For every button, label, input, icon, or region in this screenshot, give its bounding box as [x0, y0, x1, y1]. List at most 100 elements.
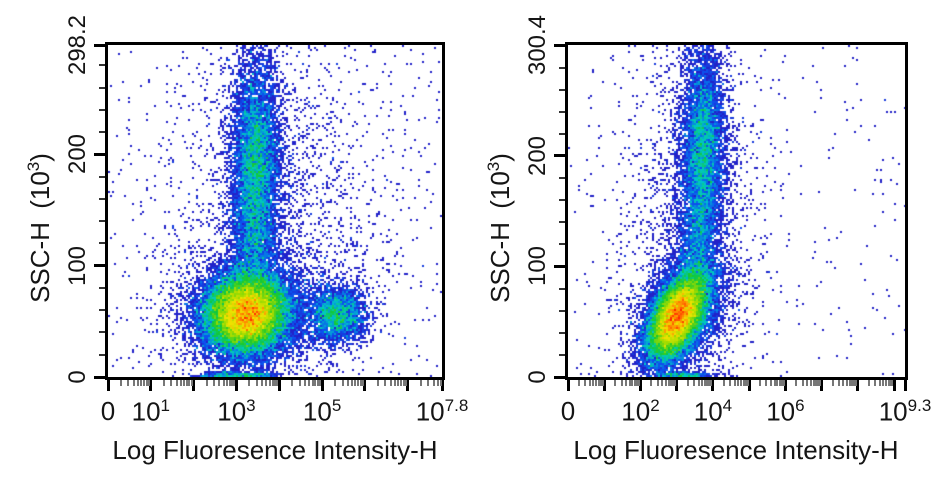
y-major-tick: [554, 43, 565, 47]
x-minor-tick: [384, 380, 387, 386]
x-minor-tick: [304, 380, 307, 386]
x-minor-tick: [271, 380, 274, 386]
x-minor-tick: [620, 380, 623, 386]
x-tick-base: 0: [560, 396, 576, 426]
x-minor-tick: [276, 380, 279, 386]
x-minor-tick: [733, 380, 736, 386]
x-minor-tick: [298, 380, 301, 386]
x-minor-tick: [628, 380, 631, 386]
x-major-tick: [149, 380, 153, 391]
y-minor-tick: [99, 331, 105, 334]
x-tick-base: 10: [693, 396, 723, 427]
x-minor-tick: [351, 380, 354, 386]
y-major-tick: [94, 264, 105, 268]
x-minor-tick: [625, 380, 628, 386]
x-major-tick: [406, 380, 410, 391]
x-minor-tick: [255, 380, 258, 386]
x-minor-tick: [402, 380, 405, 386]
x-major-tick: [106, 380, 110, 391]
x-minor-tick: [333, 380, 336, 386]
x-minor-tick: [222, 380, 225, 386]
x-minor-tick: [686, 380, 689, 386]
x-minor-tick: [845, 380, 848, 386]
y-axis-label-superscript: 3: [484, 161, 504, 172]
x-minor-tick: [795, 380, 798, 386]
x-minor-tick: [842, 380, 845, 386]
x-minor-tick: [592, 380, 595, 386]
x-minor-tick: [701, 380, 704, 386]
y-minor-tick: [99, 86, 105, 89]
x-minor-tick: [848, 380, 851, 386]
x-minor-tick: [885, 380, 888, 386]
x-minor-tick: [261, 380, 264, 386]
x-major-tick: [675, 380, 679, 391]
y-minor-tick: [559, 353, 565, 356]
x-minor-tick: [710, 380, 713, 386]
y-tick-label: 300.4: [524, 14, 551, 76]
x-tick-base: 10: [302, 396, 332, 427]
x-major-tick: [747, 380, 751, 391]
y-major-tick: [554, 375, 565, 379]
x-tick-superscript: 6: [795, 396, 805, 415]
x-minor-tick: [268, 380, 271, 386]
x-minor-tick: [776, 380, 779, 386]
x-major-tick: [856, 380, 860, 391]
x-minor-tick: [744, 380, 747, 386]
x-minor-tick: [436, 380, 439, 386]
x-tick-superscript: 9.3: [907, 396, 932, 415]
x-minor-tick: [780, 380, 783, 386]
x-tick-label: 102: [621, 396, 659, 428]
x-minor-tick: [136, 380, 139, 386]
y-axis-label-text: SSC-H (10: [484, 171, 515, 303]
x-minor-tick: [179, 380, 182, 386]
x-minor-tick: [597, 380, 600, 386]
x-minor-tick: [132, 380, 135, 386]
x-minor-tick: [889, 380, 892, 386]
x-minor-tick: [672, 380, 675, 386]
y-major-tick: [94, 375, 105, 379]
x-tick-superscript: 4: [722, 396, 733, 415]
x-minor-tick: [778, 380, 781, 386]
x-minor-tick: [851, 380, 854, 386]
x-tick-superscript: 2: [650, 396, 660, 415]
x-minor-tick: [291, 380, 294, 386]
x-minor-tick: [265, 380, 268, 386]
y-major-tick: [94, 43, 105, 47]
x-minor-tick: [815, 380, 818, 386]
x-minor-tick: [311, 380, 314, 386]
y-minor-tick: [559, 243, 565, 246]
x-minor-tick: [162, 380, 165, 386]
x-major-tick: [320, 380, 324, 391]
y-minor-tick: [559, 221, 565, 224]
x-minor-tick: [670, 380, 673, 386]
x-minor-tick: [588, 380, 591, 386]
x-minor-tick: [729, 380, 732, 386]
x-minor-tick: [346, 380, 349, 386]
x-minor-tick: [637, 380, 640, 386]
x-minor-tick: [703, 380, 706, 386]
x-minor-tick: [667, 380, 670, 386]
x-minor-tick: [427, 380, 430, 386]
x-minor-tick: [400, 380, 403, 386]
y-minor-tick: [559, 88, 565, 91]
y-tick-label: 200: [64, 134, 91, 175]
x-major-tick: [892, 380, 896, 391]
x-minor-tick: [801, 380, 804, 386]
y-minor-tick: [99, 175, 105, 178]
x-major-tick: [602, 380, 606, 391]
x-minor-tick: [225, 380, 228, 386]
x-minor-tick: [661, 380, 664, 386]
x-minor-tick: [722, 380, 725, 386]
x-minor-tick: [140, 380, 143, 386]
x-major-tick: [363, 380, 367, 391]
x-minor-tick: [706, 380, 709, 386]
x-minor-tick: [213, 380, 216, 386]
x-minor-tick: [697, 380, 700, 386]
x-minor-tick: [183, 380, 186, 386]
x-minor-tick: [228, 380, 231, 386]
x-minor-tick: [354, 380, 357, 386]
y-minor-tick: [99, 242, 105, 245]
x-minor-tick: [432, 380, 435, 386]
y-axis-label-left: SSC-H (103): [24, 153, 56, 303]
x-minor-tick: [837, 380, 840, 386]
